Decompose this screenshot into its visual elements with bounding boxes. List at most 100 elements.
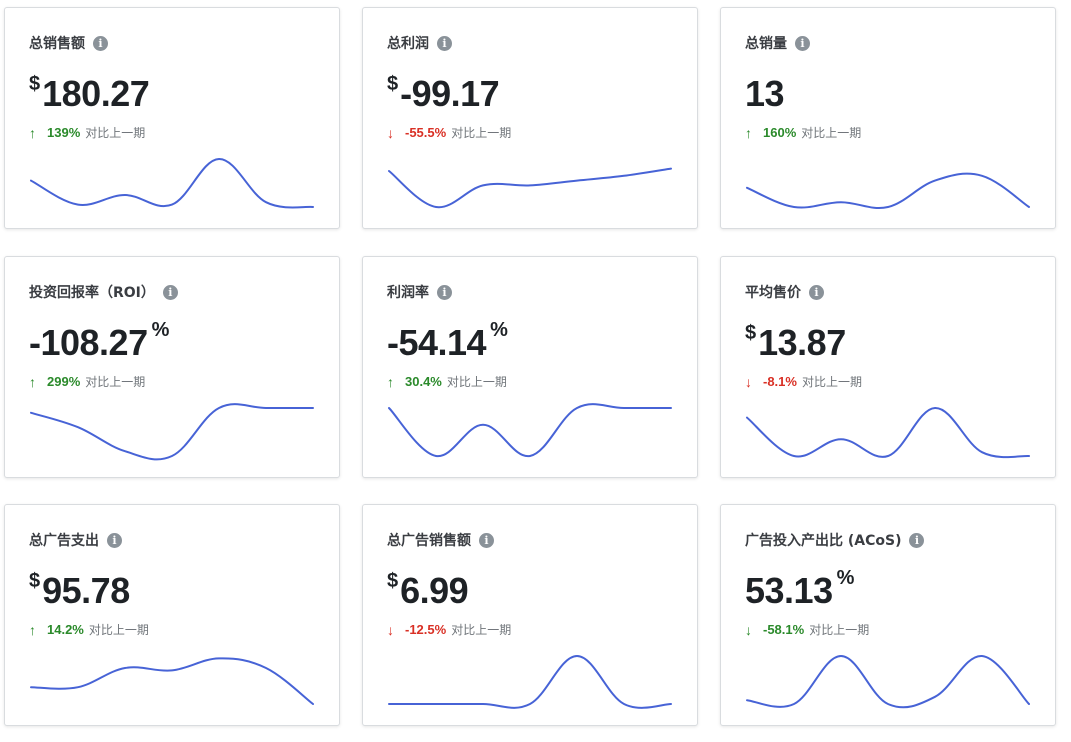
info-icon[interactable]: i bbox=[437, 35, 452, 51]
metric-value: 13 bbox=[745, 73, 785, 114]
sparkline-chart bbox=[30, 657, 314, 705]
metric-card-roi[interactable]: 投资回报率（ROI） i -108.27 % ↑ 299% 对比上一期 bbox=[4, 256, 340, 478]
sparkline-line bbox=[30, 403, 314, 461]
compare-label: 对比上一期 bbox=[85, 375, 146, 389]
percent-unit: % bbox=[151, 319, 170, 341]
change-row: ↓ -8.1% 对比上一期 bbox=[745, 373, 862, 390]
metric-value-row: -54.14 % bbox=[387, 319, 508, 365]
compare-label: 对比上一期 bbox=[801, 126, 862, 140]
sparkline-line bbox=[746, 406, 1030, 459]
compare-label: 对比上一期 bbox=[801, 375, 862, 389]
metric-card-ad-sales[interactable]: 总广告销售额 i $ 6.99 ↓ -12.5% 对比上一期 bbox=[362, 504, 698, 726]
change-row: ↓ -12.5% 对比上一期 bbox=[387, 621, 511, 638]
metric-card-ad-spend[interactable]: 总广告支出 i $ 95.78 ↑ 14.2% 对比上一期 bbox=[4, 504, 340, 726]
change-row: ↑ 30.4% 对比上一期 bbox=[387, 373, 507, 390]
metric-title-text: 利润率 bbox=[387, 285, 429, 301]
metric-value: 180.27 bbox=[42, 73, 150, 114]
currency-symbol: $ bbox=[387, 570, 399, 592]
arrow-up-icon: ↑ bbox=[29, 373, 36, 390]
metric-value: 13.87 bbox=[758, 322, 846, 363]
metric-value-row: 53.13 % bbox=[745, 567, 855, 613]
change-percent: -58.1% bbox=[763, 622, 805, 637]
metric-value: 95.78 bbox=[42, 570, 130, 611]
metric-value: 53.13 bbox=[745, 570, 833, 611]
metric-value-row: $ -99.17 bbox=[387, 72, 500, 116]
sparkline-line bbox=[30, 657, 314, 705]
arrow-down-icon: ↓ bbox=[387, 621, 394, 638]
arrow-down-icon: ↓ bbox=[745, 621, 752, 638]
metric-title-text: 平均售价 bbox=[745, 285, 801, 301]
change-row: ↓ -58.1% 对比上一期 bbox=[745, 621, 869, 638]
metric-title: 总利润 i bbox=[387, 33, 452, 53]
currency-symbol: $ bbox=[387, 73, 399, 95]
metric-value-row: $ 13.87 bbox=[745, 321, 846, 365]
info-icon[interactable]: i bbox=[107, 532, 122, 548]
sparkline-chart bbox=[388, 403, 672, 458]
metric-card-total-units[interactable]: 总销量 i 13 ↑ 160% 对比上一期 bbox=[720, 7, 1056, 229]
sparkline-line bbox=[388, 654, 672, 709]
metric-title-text: 总广告销售额 bbox=[387, 533, 471, 549]
info-icon[interactable]: i bbox=[162, 284, 178, 300]
change-percent: -12.5% bbox=[405, 622, 447, 637]
change-percent: 14.2% bbox=[47, 622, 84, 637]
metric-card-profit-margin[interactable]: 利润率 i -54.14 % ↑ 30.4% 对比上一期 bbox=[362, 256, 698, 478]
arrow-up-icon: ↑ bbox=[745, 124, 752, 141]
metric-title: 利润率 i bbox=[387, 282, 452, 302]
info-icon[interactable]: i bbox=[437, 284, 452, 300]
metric-value: -54.14 bbox=[387, 322, 487, 363]
change-row: ↓ -55.5% 对比上一期 bbox=[387, 124, 511, 141]
metric-value: -99.17 bbox=[400, 73, 500, 114]
sparkline-chart bbox=[30, 157, 314, 209]
info-icon[interactable]: i bbox=[479, 532, 494, 548]
compare-label: 对比上一期 bbox=[85, 126, 146, 140]
metric-title-text: 投资回报率（ROI） bbox=[29, 285, 155, 301]
metric-card-total-profit[interactable]: 总利润 i $ -99.17 ↓ -55.5% 对比上一期 bbox=[362, 7, 698, 229]
metric-title-text: 总销售额 bbox=[29, 36, 85, 52]
info-icon[interactable]: i bbox=[795, 35, 810, 51]
percent-unit: % bbox=[490, 319, 508, 341]
change-percent: -8.1% bbox=[763, 374, 797, 389]
arrow-down-icon: ↓ bbox=[387, 124, 394, 141]
currency-symbol: $ bbox=[745, 322, 757, 344]
info-icon[interactable]: i bbox=[93, 35, 108, 51]
change-percent: 30.4% bbox=[405, 374, 442, 389]
change-percent: 139% bbox=[47, 125, 81, 140]
change-percent: -55.5% bbox=[405, 125, 447, 140]
sparkline-line bbox=[746, 172, 1030, 209]
arrow-up-icon: ↑ bbox=[29, 124, 36, 141]
currency-symbol: $ bbox=[29, 570, 41, 592]
metric-value-row: $ 180.27 bbox=[29, 72, 150, 116]
metric-value-row: $ 6.99 bbox=[387, 569, 469, 613]
sparkline-chart bbox=[388, 654, 672, 709]
metric-value-row: 13 bbox=[745, 72, 785, 116]
metric-value-row: -108.27 % bbox=[29, 319, 170, 365]
change-percent: 160% bbox=[763, 125, 797, 140]
info-icon[interactable]: i bbox=[909, 532, 925, 548]
sparkline-line bbox=[388, 403, 672, 458]
sparkline-chart bbox=[746, 406, 1030, 459]
metric-title: 总广告支出 i bbox=[29, 530, 122, 550]
metric-title-text: 广告投入产出比 (ACoS) bbox=[745, 533, 902, 549]
change-percent: 299% bbox=[47, 374, 81, 389]
sparkline-chart bbox=[388, 167, 672, 209]
arrow-down-icon: ↓ bbox=[745, 373, 752, 390]
metric-card-total-sales[interactable]: 总销售额 i $ 180.27 ↑ 139% 对比上一期 bbox=[4, 7, 340, 229]
sparkline-chart bbox=[746, 172, 1030, 209]
sparkline-line bbox=[30, 157, 314, 209]
compare-label: 对比上一期 bbox=[451, 126, 512, 140]
change-row: ↑ 139% 对比上一期 bbox=[29, 124, 145, 141]
info-icon[interactable]: i bbox=[809, 284, 824, 300]
metric-value-row: $ 95.78 bbox=[29, 569, 130, 613]
metric-value: -108.27 bbox=[29, 322, 148, 363]
percent-unit: % bbox=[836, 567, 855, 589]
compare-label: 对比上一期 bbox=[88, 623, 149, 637]
metric-card-avg-price[interactable]: 平均售价 i $ 13.87 ↓ -8.1% 对比上一期 bbox=[720, 256, 1056, 478]
compare-label: 对比上一期 bbox=[446, 375, 507, 389]
sparkline-chart bbox=[746, 654, 1030, 709]
sparkline-chart bbox=[30, 403, 314, 461]
change-row: ↑ 299% 对比上一期 bbox=[29, 373, 145, 390]
metric-title: 总销量 i bbox=[745, 33, 810, 53]
metric-title-text: 总广告支出 bbox=[29, 533, 99, 549]
change-row: ↑ 160% 对比上一期 bbox=[745, 124, 861, 141]
metric-card-acos[interactable]: 广告投入产出比 (ACoS) i 53.13 % ↓ -58.1% 对比上一期 bbox=[720, 504, 1056, 726]
